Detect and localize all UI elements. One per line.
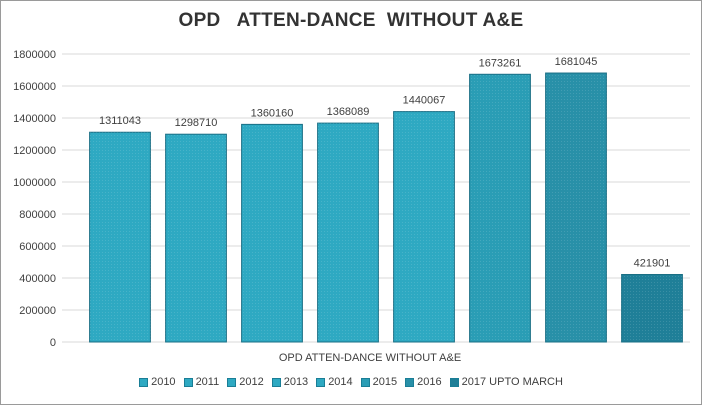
bar-texture — [545, 73, 607, 342]
y-tick-label: 1200000 — [13, 145, 56, 157]
chart-title: OPD ATTEN-DANCE WITHOUT A&E — [178, 10, 524, 31]
legend-item: 2011 — [183, 376, 220, 388]
y-tick-label: 400000 — [19, 273, 56, 285]
legend-swatch — [271, 377, 281, 387]
bar-texture — [165, 134, 227, 342]
legend-swatch — [227, 377, 237, 387]
bars — [89, 72, 683, 343]
bar-texture — [393, 111, 455, 342]
data-label: 1440067 — [403, 95, 446, 107]
data-label: 1298710 — [175, 117, 218, 129]
legend-swatch — [183, 377, 193, 387]
y-tick-label: 600000 — [19, 241, 56, 253]
x-axis-label: OPD ATTEN-DANCE WITHOUT A&E — [279, 352, 461, 364]
y-tick-label: 1800000 — [13, 49, 56, 61]
legend-item: 2017 UPTO MARCH — [449, 376, 563, 388]
data-label: 1360160 — [251, 107, 294, 119]
legend-label: 2012 — [239, 376, 264, 388]
legend-item: 2014 — [316, 376, 353, 388]
data-label: 1681045 — [555, 56, 598, 68]
legend-label: 2011 — [195, 376, 220, 388]
data-label: 1368089 — [327, 106, 370, 118]
bar-texture — [89, 132, 151, 342]
data-label: 421901 — [634, 257, 671, 269]
legend-label: 2017 UPTO MARCH — [461, 376, 563, 388]
legend-item: 2016 — [405, 376, 442, 388]
y-tick-label: 0 — [50, 337, 56, 349]
y-tick-label: 1400000 — [13, 113, 56, 125]
legend-item: 2015 — [360, 376, 398, 388]
legend-swatch — [449, 377, 459, 387]
legend-label: 2014 — [328, 376, 353, 388]
legend-swatch — [139, 377, 149, 387]
y-axis-ticks: 0 200000 400000 600000 800000 1000000 1200000 1… — [13, 49, 56, 349]
legend-label: 2010 — [151, 376, 176, 388]
legend-swatch — [405, 377, 415, 387]
legend: 2010 2011 2012 2013 2014 2015 2016 2017 UPTO MA… — [0, 376, 702, 388]
bar-texture — [241, 124, 303, 343]
legend-label: 2016 — [417, 376, 442, 388]
y-tick-label: 200000 — [19, 305, 56, 317]
legend-swatch — [316, 377, 326, 387]
y-tick-label: 1000000 — [13, 177, 56, 189]
data-labels: 1311043 1298710 1360160 1368089 1440067 16732… — [99, 56, 670, 269]
legend-label: 2013 — [283, 376, 309, 388]
y-tick-label: 800000 — [19, 209, 56, 221]
y-tick-label: 1600000 — [13, 81, 56, 93]
bar-texture — [621, 274, 683, 342]
data-label: 1673261 — [479, 57, 522, 69]
legend-item: 2012 — [227, 376, 264, 388]
legend-item: 2013 — [271, 376, 309, 388]
legend-swatch — [360, 377, 370, 387]
data-label: 1311043 — [99, 115, 141, 127]
bar-texture — [469, 74, 531, 343]
legend-label: 2015 — [372, 376, 398, 388]
bar-texture — [317, 123, 379, 342]
legend-item: 2010 — [139, 376, 176, 388]
